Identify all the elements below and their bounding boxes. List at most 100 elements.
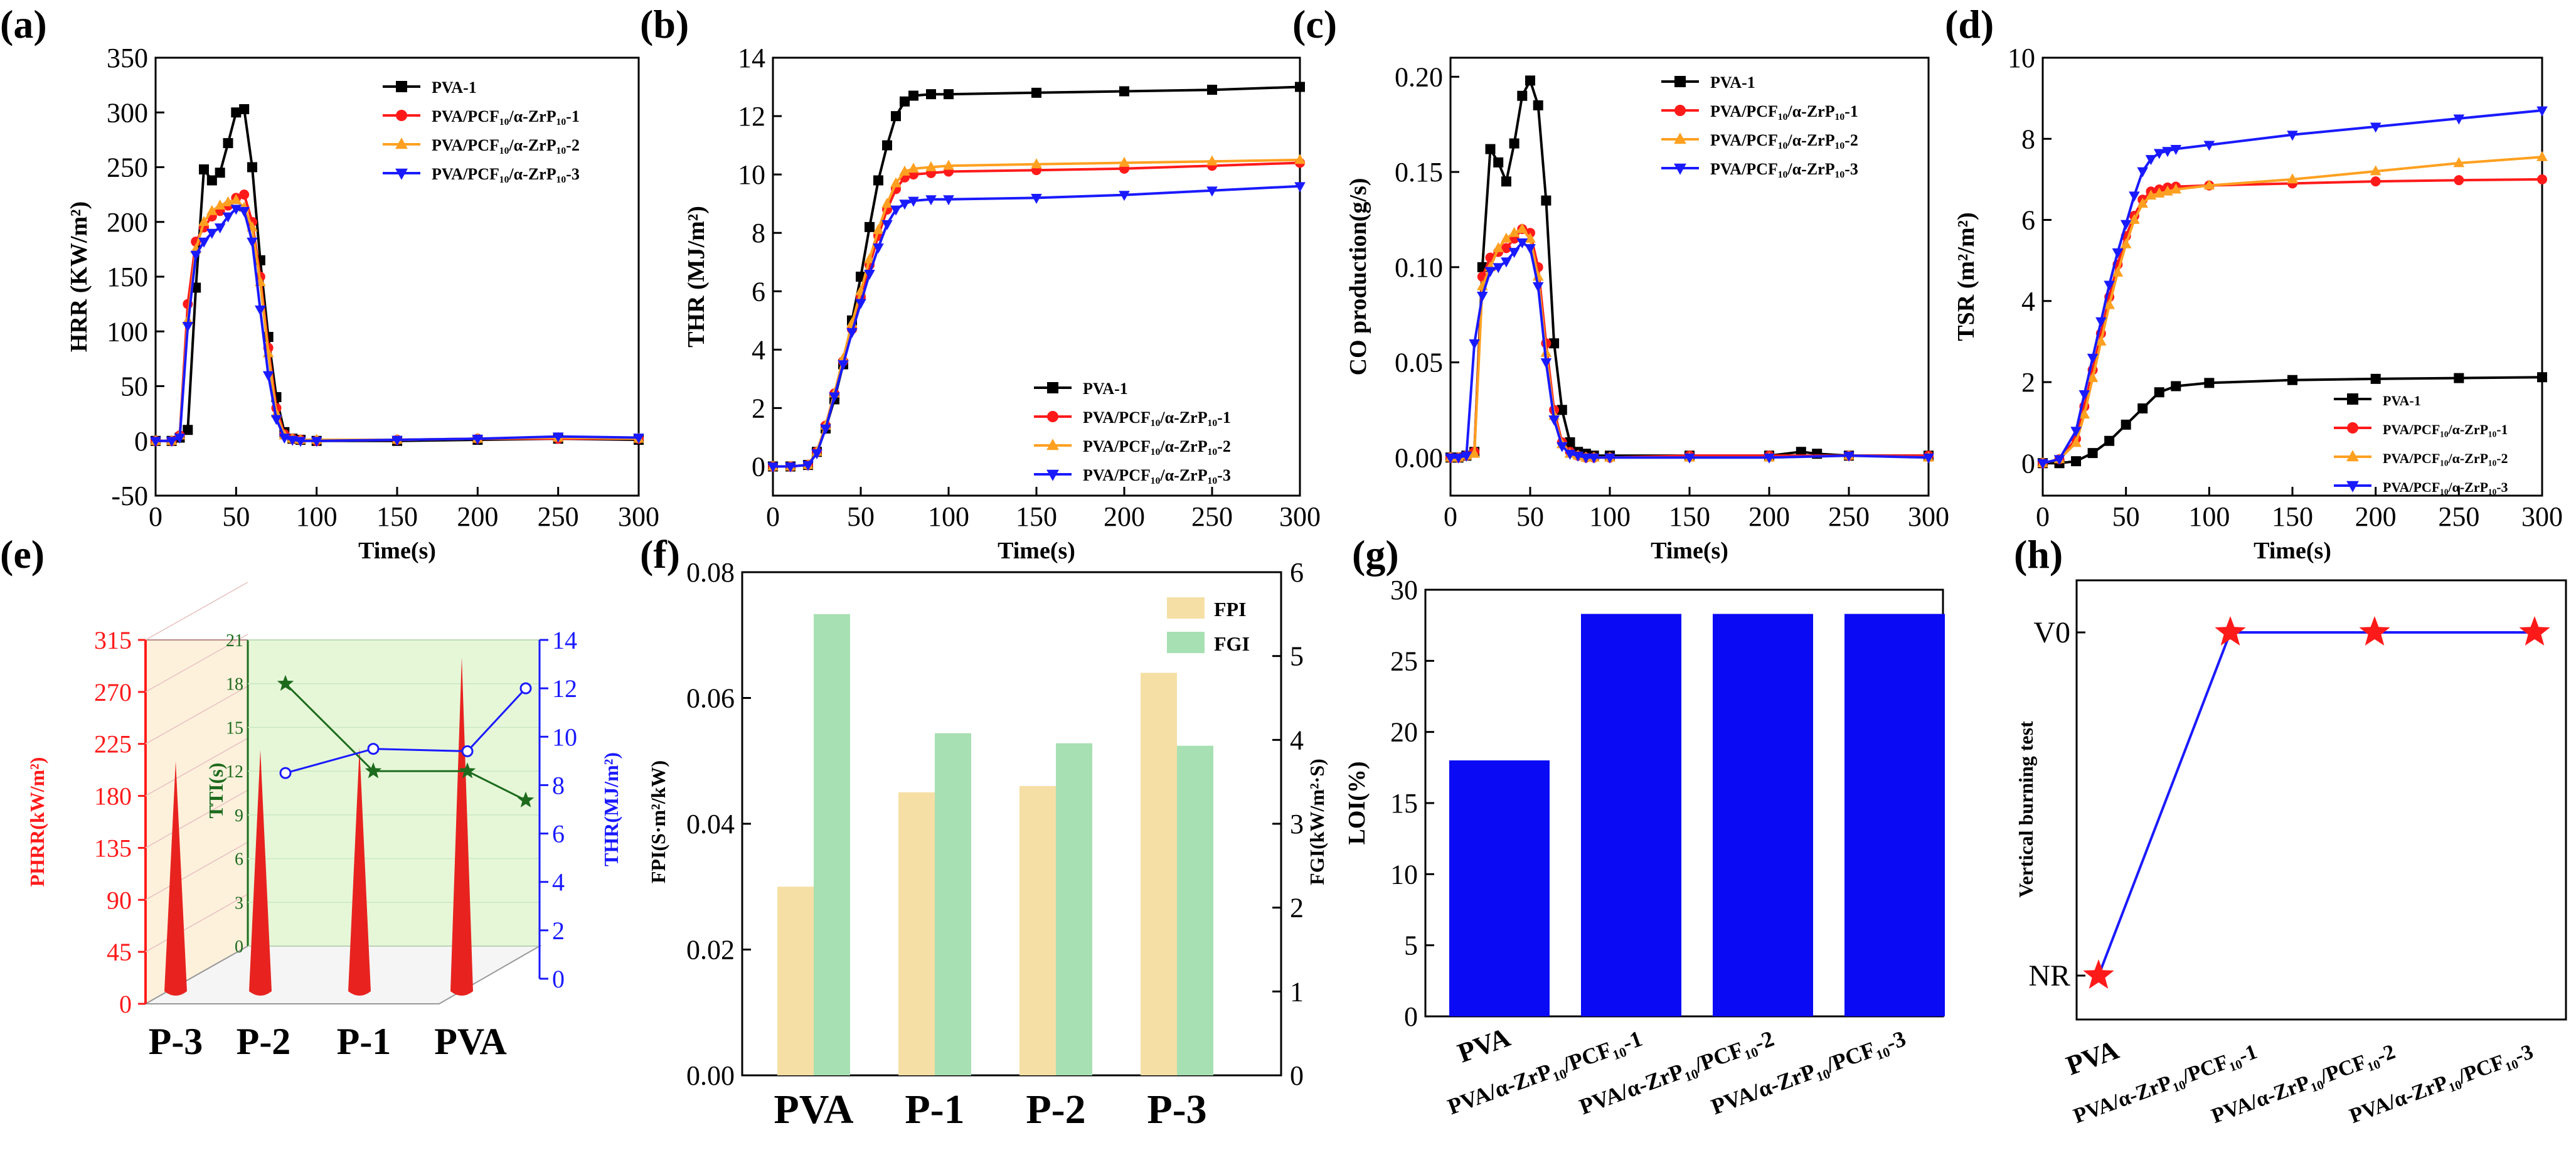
phrr-tick-label: 90 [107, 886, 132, 914]
data-point [206, 205, 218, 215]
data-point [2171, 381, 2181, 391]
data-point [1533, 100, 1543, 110]
data-point [1843, 451, 1855, 462]
data-point [785, 462, 796, 473]
y-tick-label: 6 [2021, 205, 2035, 236]
data-point [802, 461, 814, 471]
x-tick-label: 250 [2438, 501, 2479, 532]
y-axis-label: CO production(g/s) [1345, 178, 1371, 376]
y2-tick-label: 1 [1290, 976, 1304, 1007]
data-point [199, 164, 209, 174]
gridline [145, 686, 248, 745]
data-point [864, 269, 875, 280]
legend-marker [1047, 411, 1058, 422]
data-point [2121, 419, 2131, 430]
data-point [1501, 176, 1511, 187]
panel-label: (d) [1945, 2, 1994, 46]
plot-frame [772, 56, 1301, 497]
data-point [190, 250, 201, 261]
data-point [255, 305, 266, 316]
fgi-bar [1056, 743, 1092, 1075]
tti-tick-label: 9 [235, 806, 243, 826]
y-axis-label: FPI(S·m²/kW) [647, 760, 669, 883]
y-tick-label: 0.00 [686, 1060, 735, 1091]
data-point [2104, 435, 2115, 446]
y-tick-label: 10 [2008, 43, 2035, 73]
loi-bar [1713, 614, 1813, 1016]
data-point [1541, 195, 1551, 206]
panel-g: (g)051015202530LOI(%)PVAPVA/α-ZrP₁₀/PCF₁… [1344, 532, 1945, 1119]
category-label: PVA [774, 1087, 853, 1132]
panel-label: (c) [1292, 2, 1337, 46]
thr-tick-label: 14 [552, 626, 577, 654]
data-point [944, 89, 954, 100]
gridline [145, 789, 248, 849]
panel-c: 0 50 100 150 200 250 300 0.00 0.05 0.10 0.15 0.20 Ti… [1292, 2, 1949, 564]
y2-axis-label: FGI(kW/m²·S) [1306, 759, 1328, 885]
data-point [1525, 75, 1535, 86]
data-point [2153, 149, 2165, 159]
data-point [908, 90, 918, 101]
data-point [2453, 114, 2465, 125]
thr-tick-label: 4 [552, 868, 565, 897]
panel-label: (b) [640, 2, 689, 46]
y-tick-label: 12 [738, 101, 765, 132]
category-label: PVA [1454, 1021, 1514, 1068]
legend-label: PVA/PCF₁₀/α-ZrP₁₀-3 [1710, 160, 1858, 178]
legend-label: PVA/PCF₁₀/α-ZrP₁₀-1 [432, 107, 580, 125]
data-point [1119, 86, 1129, 97]
legend-label: PVA/PCF₁₀/α-ZrP₁₀-2 [1710, 131, 1858, 149]
tti-point [517, 791, 535, 807]
data-point [882, 140, 892, 151]
x-tick-label: 200 [2355, 501, 2397, 532]
data-point [2070, 427, 2082, 437]
x-tick-label: 0 [149, 501, 162, 532]
data-point [247, 237, 258, 248]
data-point [1923, 453, 1934, 464]
burning-line [2097, 631, 2535, 976]
x-tick-label: 200 [1748, 501, 1790, 532]
y-tick-label: 5 [1404, 930, 1418, 961]
y-tick-label: 4 [752, 334, 765, 365]
fgi-bar [1177, 745, 1213, 1075]
legend-marker [1674, 132, 1686, 144]
x-tick-label: 250 [1828, 501, 1870, 532]
data-point [838, 360, 849, 371]
x-tick-label: 100 [2188, 501, 2230, 532]
y-tick-label: 0.05 [1395, 348, 1443, 378]
loi-bar [1581, 614, 1681, 1016]
data-point [391, 435, 403, 446]
legend-swatch [1167, 632, 1205, 653]
x-tick-label: 150 [2272, 501, 2313, 532]
data-point [2537, 372, 2547, 383]
y-tick-label: 14 [738, 43, 765, 73]
phrr-tick-label: 135 [94, 834, 132, 862]
y-tick-label: 0.10 [1395, 252, 1443, 283]
data-point [2170, 145, 2182, 156]
y-tick-label: 350 [107, 43, 148, 73]
data-point [2536, 106, 2548, 117]
data-point [2454, 373, 2464, 383]
tti-tick-label: 15 [226, 718, 243, 738]
tti-point [365, 762, 382, 779]
data-point [238, 206, 250, 217]
thr-point [367, 743, 380, 755]
y-tick-label: 15 [1390, 788, 1418, 819]
data-point [1493, 242, 1504, 252]
data-point [2145, 189, 2157, 200]
data-point [214, 223, 226, 234]
y-tick-label: 0.04 [686, 809, 735, 839]
data-point [2053, 455, 2065, 466]
back-wall [247, 639, 540, 947]
legend-label: FGI [1214, 632, 1250, 655]
y-axis-label: TSR (m²/m²) [1953, 212, 1979, 341]
data-point [1119, 191, 1130, 201]
legend-label: PVA/PCF₁₀/α-ZrP₁₀-1 [1710, 102, 1858, 120]
data-point [1452, 453, 1464, 464]
phrr-tick-label: 315 [94, 626, 132, 654]
x-tick-label: 200 [1104, 501, 1145, 532]
data-point [890, 177, 902, 188]
category-label: P-3 [149, 1021, 203, 1062]
x-tick-label: 300 [2521, 501, 2563, 532]
thr-line [285, 688, 527, 774]
